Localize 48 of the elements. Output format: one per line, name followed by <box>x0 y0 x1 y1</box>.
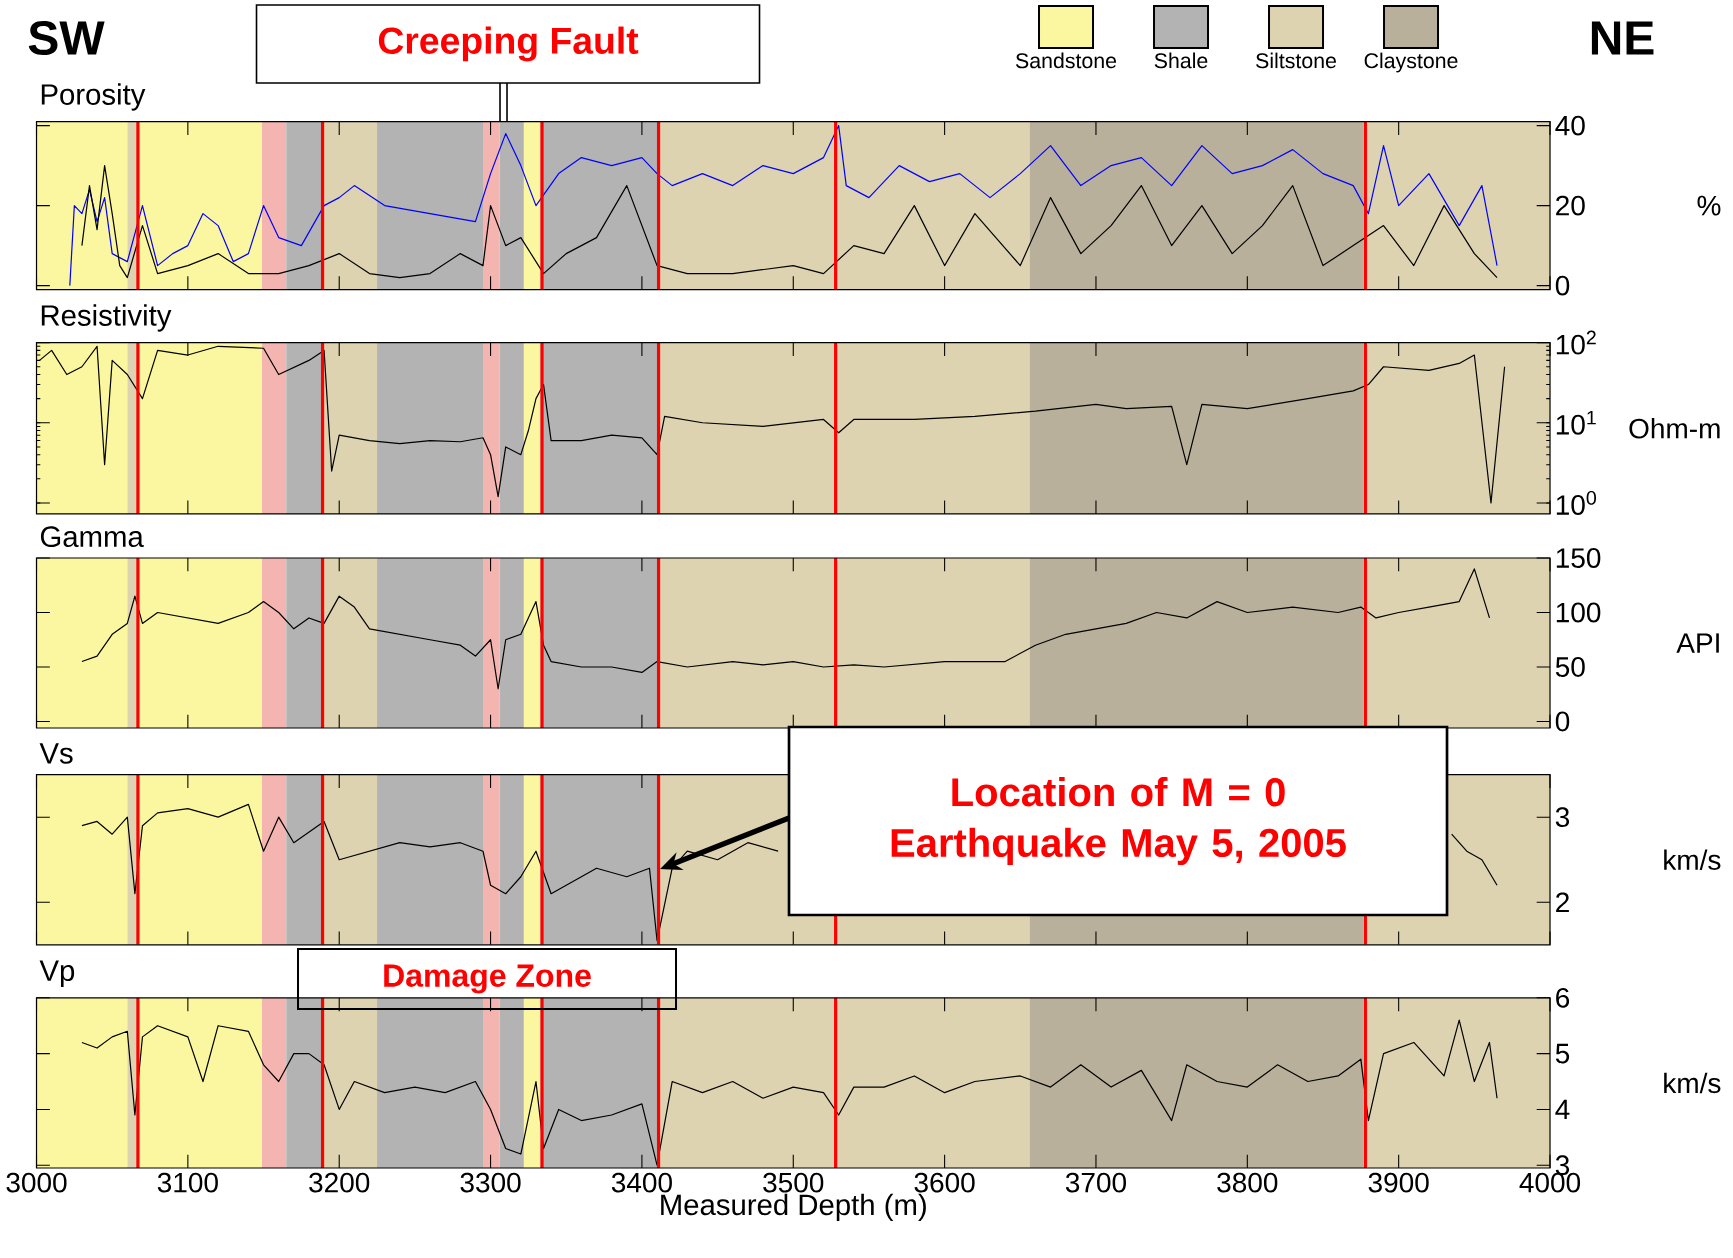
y-tick-label: 40 <box>1555 115 1585 136</box>
line-series <box>38 345 1506 504</box>
y-tick-label: 3 <box>1555 807 1570 828</box>
y-tick-label: 2 <box>1556 892 1569 913</box>
y-tick-label: 4 <box>1555 1099 1570 1120</box>
x-tick-label: 3600 <box>914 1172 975 1193</box>
y-tick-label: 0 <box>1555 711 1570 732</box>
chart-title: Porosity <box>41 83 146 111</box>
x-tick-label: 3500 <box>763 1172 824 1193</box>
annotation: Location of M = 0 Earthquake May 5, 2005 <box>891 777 1346 865</box>
chart-title: Vp <box>39 960 75 987</box>
text: Damage Zone <box>384 964 591 994</box>
y-axis-title: Ohm-m <box>1629 417 1720 439</box>
x-axis-title: Measured Depth (m) <box>661 1193 926 1222</box>
y-axis-title: km/s <box>1664 1072 1721 1094</box>
x-tick-label: 3000 <box>6 1172 67 1193</box>
y-tick-label: 6 <box>1556 987 1570 1008</box>
y-axis-title: km/s <box>1664 849 1721 870</box>
x-tick-label: 3800 <box>1217 1172 1278 1193</box>
x-tick-label: 3900 <box>1368 1172 1429 1193</box>
text: Creeping Fault <box>378 26 639 62</box>
y-tick-label: 20 <box>1556 195 1585 216</box>
x-tick-label: 3300 <box>460 1172 521 1193</box>
legend-label: Claystone <box>1364 52 1458 73</box>
y-tick-label: 5 <box>1555 1043 1570 1064</box>
y-tick-label: 10$^{0}$ <box>1556 490 1597 515</box>
chart-title: Resistivity <box>41 304 172 332</box>
y-tick-label: 150 <box>1556 548 1601 568</box>
legend-label: Shale <box>1154 52 1208 69</box>
x-tick-label: 3200 <box>309 1172 370 1193</box>
y-tick-label: 50 <box>1555 657 1585 677</box>
y-axis-title: % <box>1697 195 1721 216</box>
y-tick-label: 10$^{1}$ <box>1556 410 1596 435</box>
line-series <box>81 1019 1498 1166</box>
y-axis-title: API <box>1676 633 1719 653</box>
chart-title: Gamma <box>40 526 144 548</box>
legend-label: Sandstone <box>1015 52 1117 69</box>
x-tick-label: 3100 <box>157 1172 218 1193</box>
y-tick-label: 100 <box>1556 602 1601 623</box>
y-tick-label: 0 <box>1555 275 1570 296</box>
line-series <box>81 165 1498 279</box>
y-tick-label: 10$^{2}$ <box>1556 330 1596 355</box>
legend-label: Siltstone <box>1256 52 1336 69</box>
chart-title: Vs <box>39 743 73 764</box>
text: NE <box>1591 21 1654 55</box>
x-tick-label: 3700 <box>1065 1172 1126 1193</box>
x-tick-label: 3400 <box>611 1172 672 1193</box>
text: SW <box>28 21 105 55</box>
